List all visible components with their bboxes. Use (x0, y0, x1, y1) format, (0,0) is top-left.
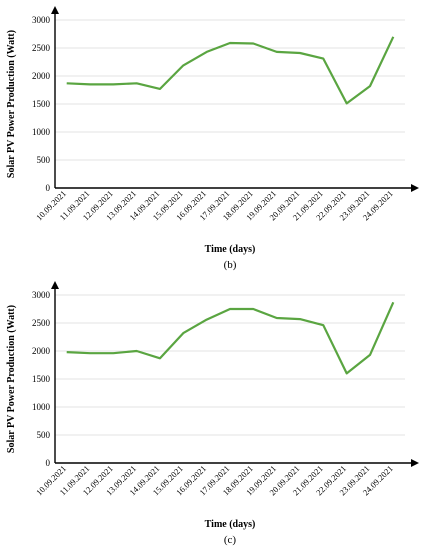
y-tick-label: 0 (46, 183, 51, 193)
y-axis-arrow (51, 281, 59, 289)
y-tick-label: 500 (37, 155, 51, 165)
y-axis-title: Solar PV Power Production (Watt) (6, 305, 17, 453)
chart-b: 0 500 1000 1500 2000 2500 3000 10.09.2021 11.09.… (6, 6, 419, 271)
y-tick-label: 500 (37, 430, 51, 440)
x-axis-title: Time (days) (205, 244, 256, 255)
series-line (66, 301, 395, 375)
x-axis-title: Time (days) (205, 519, 256, 530)
y-tick-label: 1500 (32, 374, 51, 384)
chart-c: 0 500 1000 1500 2000 2500 3000 10.09.2021 11.09.… (0, 275, 435, 550)
figure-caption: (b) (224, 259, 237, 271)
x-axis-arrow (411, 184, 419, 192)
figure-caption: (c) (224, 534, 237, 546)
y-tick-label: 2500 (32, 318, 51, 328)
y-tick-label: 1000 (32, 402, 51, 412)
y-tick-label: 0 (46, 458, 51, 468)
y-tick-label: 3000 (32, 290, 51, 300)
y-tick-label: 2000 (32, 71, 51, 81)
y-tick-label: 3000 (32, 15, 51, 25)
y-tick-label: 1500 (32, 99, 51, 109)
chart-c-svg: 05001000150020002500300010.09.202111.09.… (6, 281, 419, 546)
chart-b-svg: 05001000150020002500300010.09.202111.09.… (6, 6, 419, 271)
y-axis-arrow (51, 6, 59, 14)
y-tick-label: 2500 (32, 43, 51, 53)
y-axis-title: Solar PV Power Production (Watt) (6, 30, 17, 178)
series-line (66, 36, 395, 105)
y-tick-label: 1000 (32, 127, 51, 137)
y-tick-label: 2000 (32, 346, 51, 356)
x-axis-arrow (411, 459, 419, 467)
